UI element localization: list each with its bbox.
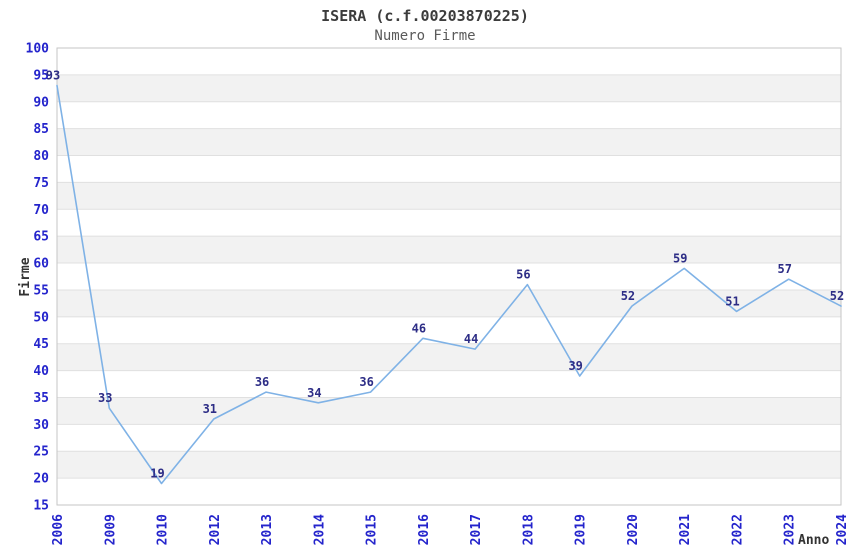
data-point-label: 57 [778,262,792,276]
grid-band [57,397,841,425]
data-point-label: 39 [568,359,582,373]
data-point-label: 51 [725,294,739,308]
data-point-label: 34 [307,386,321,400]
data-point-label: 56 [516,268,530,282]
data-point-label: 31 [203,402,217,416]
y-tick-label: 70 [33,203,49,218]
x-tick-label: 2023 [783,514,798,545]
data-point-label: 52 [621,289,635,303]
data-point-label: 59 [673,251,687,265]
data-point-label: 36 [255,375,269,389]
x-tick-label: 2006 [51,514,66,545]
y-tick-label: 90 [33,95,49,110]
y-tick-label: 65 [33,230,49,245]
data-point-label: 46 [412,321,426,335]
y-tick-label: 80 [33,149,49,164]
y-tick-label: 55 [33,283,49,298]
y-tick-label: 50 [33,310,49,325]
x-tick-label: 2013 [260,514,275,545]
x-tick-label: 2010 [156,514,171,545]
x-tick-label: 2012 [208,514,223,545]
x-tick-label: 2022 [730,514,745,545]
grid-band [57,182,841,210]
data-point-label: 52 [830,289,844,303]
grid-band [57,236,841,264]
x-tick-label: 2020 [626,514,641,545]
x-tick-label: 2016 [417,514,432,545]
y-tick-label: 25 [33,445,49,460]
plot-border [56,47,842,506]
y-tick-label: 15 [33,499,49,514]
x-tick-label: 2019 [574,514,589,545]
data-line [56,84,842,485]
y-tick-label: 60 [33,257,49,272]
y-tick-label: 85 [33,122,49,137]
y-tick-label: 35 [33,391,49,406]
x-tick-label: 2018 [521,514,536,545]
x-tick-label: 2015 [365,514,380,545]
chart-title: ISERA (c.f.00203870225) [321,7,529,25]
x-tick-label: 2021 [678,514,693,545]
grid-band [57,128,841,156]
y-tick-label: 45 [33,337,49,352]
y-tick-label: 75 [33,176,49,191]
data-point-label: 36 [359,375,373,389]
data-point-label: 33 [98,391,112,405]
x-tick-label: 2014 [312,514,327,545]
y-tick-label: 95 [33,68,49,83]
x-axis-title: Anno [798,533,830,548]
grid-band [57,451,841,479]
grid-band [57,343,841,371]
data-point-label: 93 [46,69,60,83]
y-tick-label: 20 [33,472,49,487]
x-tick-label: 2009 [103,514,118,545]
y-tick-label: 100 [26,42,50,57]
data-point-label: 44 [464,332,478,346]
chart-subtitle: Numero Firme [374,28,476,44]
grid-band [57,74,841,102]
y-tick-label: 40 [33,364,49,379]
x-tick-label: 2024 [835,514,850,545]
x-tick-label: 2017 [469,514,484,545]
grid-band [57,289,841,317]
y-tick-label: 30 [33,418,49,433]
data-point-label: 19 [150,466,164,480]
